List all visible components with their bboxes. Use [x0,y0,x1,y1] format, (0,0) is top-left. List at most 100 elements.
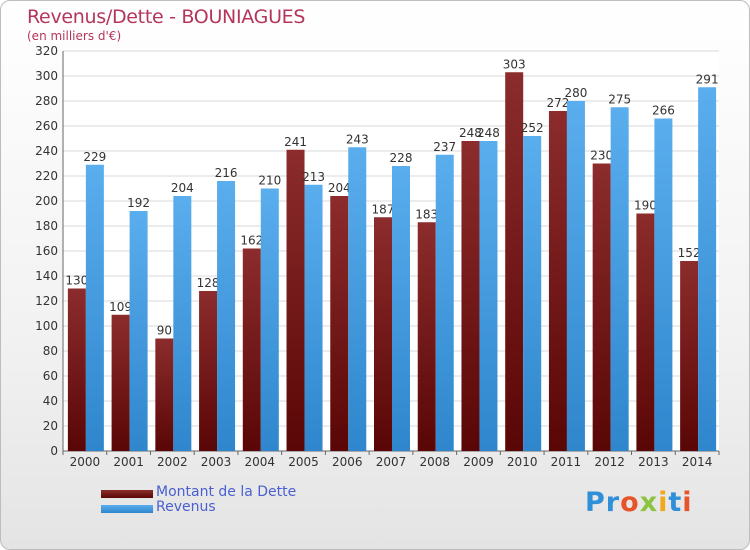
x-tick-label: 2009 [463,455,494,469]
bar-revenus [479,141,498,451]
logo-letter: x [639,487,659,518]
data-label-revenus: 266 [652,104,675,118]
bar-dette [374,217,392,451]
y-tick-label: 20 [43,419,58,433]
data-label-dette: 128 [197,276,220,290]
bar-revenus [85,164,104,451]
data-label-dette: 109 [109,300,132,314]
x-tick-label: 2011 [551,455,582,469]
data-label-dette: 187 [372,202,395,216]
y-tick-label: 160 [35,244,58,258]
bar-revenus [129,211,148,451]
data-label-dette: 230 [590,149,613,163]
data-label-dette: 90 [157,324,172,338]
bar-revenus [435,154,454,451]
data-label-revenus: 216 [215,166,238,180]
x-tick-label: 2005 [288,455,319,469]
logo-letter: i [682,487,693,518]
data-label-revenus: 228 [390,151,413,165]
bar-revenus [304,184,323,451]
data-label-revenus: 237 [433,140,456,154]
bar-dette [548,111,567,451]
bar-dette [592,163,611,451]
logo-letter: r [605,487,621,518]
bar-revenus [173,196,192,451]
y-tick-label: 40 [43,394,58,408]
data-label-revenus: 275 [608,92,631,106]
legend-swatch-dette [101,490,153,498]
data-label-dette: 272 [546,96,569,110]
x-tick-label: 2002 [157,455,188,469]
logo-letter: P [585,487,606,518]
x-tick-label: 2003 [201,455,232,469]
bar-dette [286,149,305,451]
data-label-dette: 303 [503,57,526,71]
y-tick-label: 80 [43,344,58,358]
bar-dette [680,261,699,451]
bar-dette [199,291,218,451]
x-tick-label: 2012 [594,455,625,469]
y-tick-label: 200 [35,194,58,208]
data-label-revenus: 213 [302,170,325,184]
data-label-revenus: 280 [564,86,587,100]
y-tick-label: 320 [35,44,58,58]
data-label-revenus: 210 [258,174,281,188]
proxiti-logo: Proxiti [585,487,693,518]
legend-swatch-revenus [101,505,153,513]
logo-letter: t [668,487,683,518]
bar-revenus [392,166,410,451]
data-label-dette: 162 [240,234,263,248]
y-tick-label: 100 [35,319,58,333]
x-tick-label: 2004 [245,455,276,469]
data-label-dette: 190 [634,199,657,213]
bar-dette [505,72,524,451]
y-tick-label: 60 [43,369,58,383]
x-tick-label: 2001 [113,455,144,469]
bar-revenus [566,101,585,451]
data-label-dette: 204 [328,181,351,195]
bar-revenus [523,136,542,451]
legend-label-dette: Montant de la Dette [156,484,297,500]
data-label-dette: 152 [678,246,701,260]
chart-subtitle: (en milliers d'€) [27,29,122,43]
data-label-dette: 241 [284,135,307,149]
data-label-revenus: 248 [477,126,500,140]
data-label-revenus: 252 [521,121,544,135]
y-tick-label: 180 [35,219,58,233]
y-tick-label: 240 [35,144,58,158]
bar-dette [636,213,655,451]
y-tick-label: 260 [35,119,58,133]
data-label-revenus: 291 [696,72,719,86]
y-tick-label: 0 [50,444,58,458]
data-label-revenus: 243 [346,132,369,146]
bar-dette [242,248,261,451]
bar-dette [461,141,480,451]
bar-revenus [654,118,673,451]
bar-revenus [610,107,629,451]
y-tick-label: 220 [35,169,58,183]
data-label-dette: 130 [65,274,88,288]
bar-revenus [348,147,367,451]
data-label-revenus: 192 [127,196,150,210]
bar-dette [330,196,349,451]
chart-title: Revenus/Dette - BOUNIAGUES [27,6,306,28]
data-label-dette: 248 [459,126,482,140]
x-tick-label: 2000 [70,455,101,469]
y-tick-label: 120 [35,294,58,308]
bar-dette [111,314,130,451]
bar-dette [417,222,436,451]
x-tick-label: 2010 [507,455,538,469]
y-tick-label: 140 [35,269,58,283]
bar-revenus [698,87,717,451]
logo-letter: o [620,487,640,518]
legend-label-revenus: Revenus [156,499,216,515]
bar-dette [67,288,86,451]
y-tick-label: 280 [35,94,58,108]
data-label-dette: 183 [415,207,438,221]
bar-dette [155,338,174,451]
x-tick-label: 2007 [376,455,407,469]
x-tick-label: 2006 [332,455,363,469]
data-label-revenus: 204 [171,181,194,195]
